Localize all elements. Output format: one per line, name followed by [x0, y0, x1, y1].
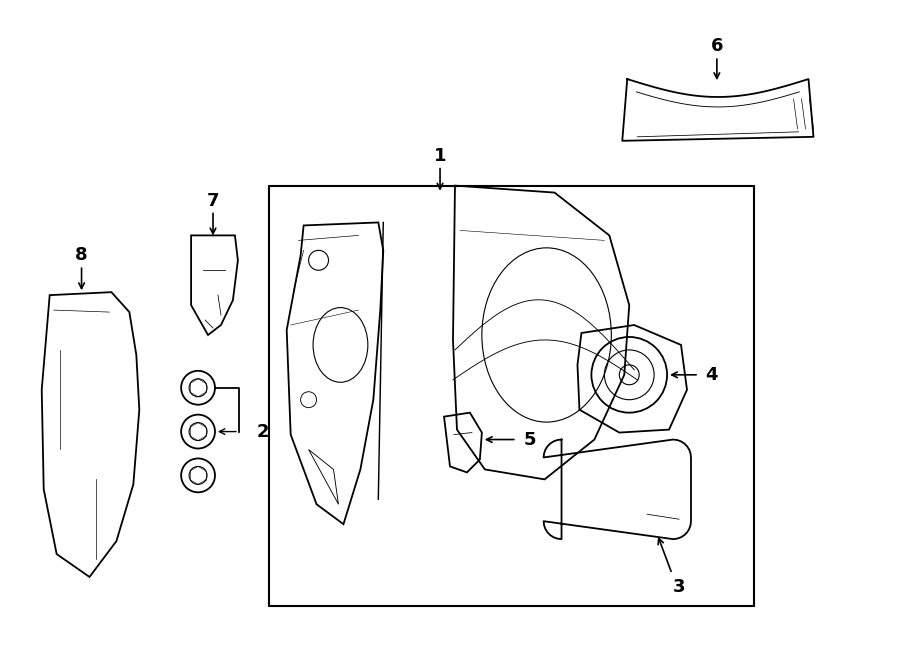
Text: 7: 7 [207, 192, 220, 210]
Text: 1: 1 [434, 147, 446, 165]
Text: 5: 5 [524, 430, 536, 449]
Bar [269, 186, 753, 606]
Text: 4: 4 [706, 366, 718, 384]
Text: 6: 6 [711, 37, 723, 56]
Text: 3: 3 [673, 578, 685, 596]
Text: 2: 2 [256, 422, 269, 441]
Text: 8: 8 [76, 247, 88, 264]
